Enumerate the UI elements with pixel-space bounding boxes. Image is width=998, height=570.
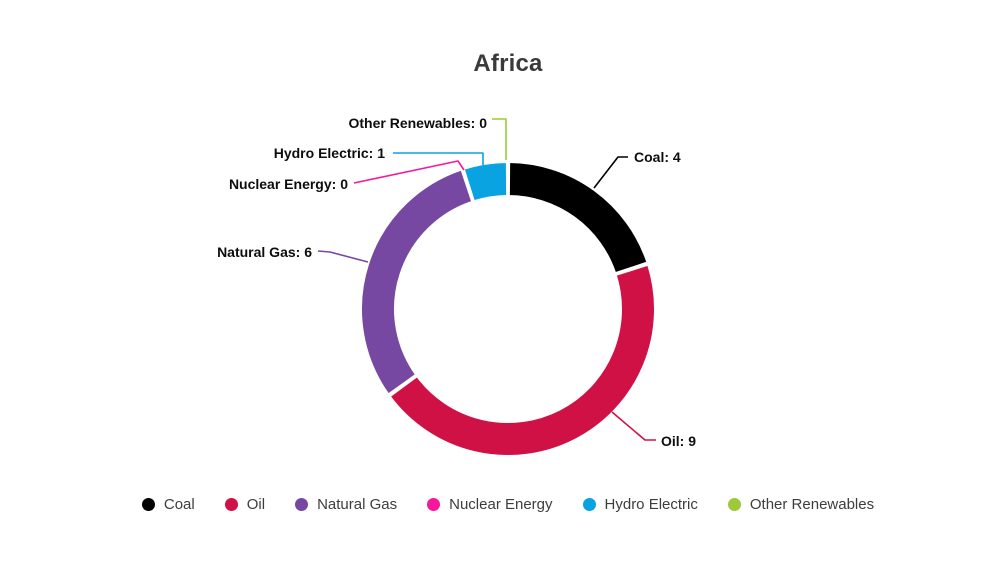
data-label-oil: Oil: 9 (661, 433, 696, 449)
legend-dot-oil (224, 498, 238, 511)
legend-item-natural-gas[interactable]: Natural Gas (295, 496, 397, 513)
legend-dot-natural-gas (295, 498, 309, 511)
leader-line-hydro-electric (393, 152, 484, 165)
chart-title: Africa (473, 50, 543, 77)
leader-line-natural-gas (317, 250, 369, 263)
legend-item-coal[interactable]: Coal (141, 496, 195, 513)
data-label-other-renewables: Other Renewables: 0 (349, 115, 488, 131)
legend-label-nuclear-energy: Nuclear Energy (449, 496, 553, 513)
leader-line-oil (611, 411, 656, 441)
legend-dot-coal (141, 498, 155, 511)
data-label-hydro-electric: Hydro Electric: 1 (274, 145, 385, 161)
legend-item-oil[interactable]: Oil (224, 496, 266, 513)
legend-label-coal: Coal (163, 496, 195, 513)
data-label-natural-gas: Natural Gas: 6 (217, 244, 312, 260)
slice-natural-gas[interactable] (360, 168, 474, 396)
legend-label-oil: Oil (246, 496, 266, 513)
leader-line-nuclear-energy (353, 160, 465, 184)
leader-line-other-renewables (492, 118, 507, 160)
legend-item-hydro-electric[interactable]: Hydro Electric (582, 496, 698, 513)
leader-line-coal (593, 156, 628, 189)
donut-slices (360, 161, 656, 457)
slice-coal[interactable] (507, 161, 649, 275)
legend-dot-nuclear-energy (427, 498, 441, 511)
data-label-coal: Coal: 4 (634, 149, 681, 165)
data-label-nuclear-energy: Nuclear Energy: 0 (229, 176, 348, 192)
slice-oil[interactable] (388, 263, 656, 457)
legend-dot-other-renewables (727, 498, 741, 511)
legend: Coal Oil Natural Gas Nuclear Energy Hydro El… (18, 496, 998, 513)
legend-item-nuclear-energy[interactable]: Nuclear Energy (427, 496, 553, 513)
slice-hydro-electric[interactable] (462, 161, 509, 203)
legend-dot-hydro-electric (582, 498, 596, 511)
legend-label-other-renewables: Other Renewables (749, 496, 875, 513)
legend-label-natural-gas: Natural Gas (317, 496, 398, 513)
legend-label-hydro-electric: Hydro Electric (604, 496, 698, 513)
legend-item-other-renewables[interactable]: Other Renewables (727, 496, 875, 513)
